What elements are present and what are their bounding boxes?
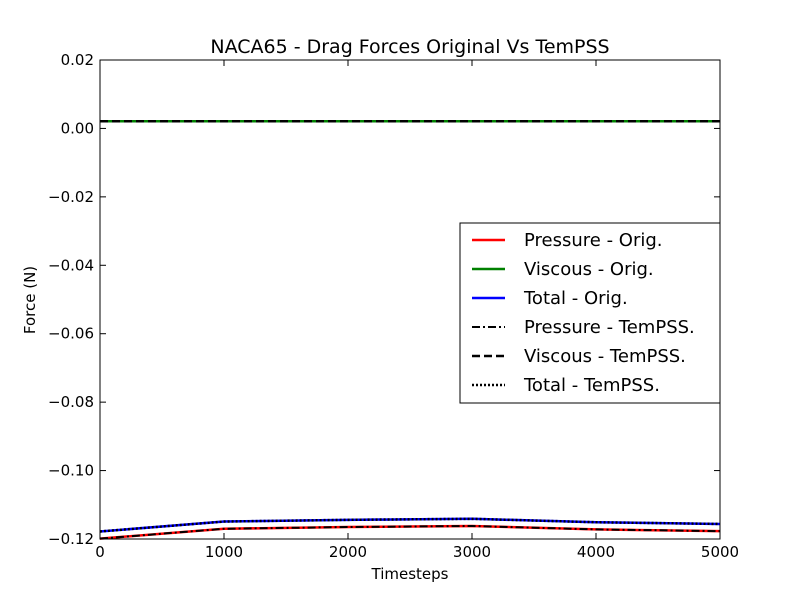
y-tick-label: 0.00 <box>61 119 94 137</box>
series-line-6 <box>99 517 721 533</box>
series-line-4 <box>99 524 721 540</box>
y-tick-label: −0.06 <box>48 325 94 343</box>
y-tick-label: −0.08 <box>48 393 94 411</box>
x-tick-label: 1000 <box>205 543 243 561</box>
legend-label-6: Total - TemPSS. <box>523 375 660 396</box>
y-tick-label: 0.02 <box>61 51 94 69</box>
y-tick-label: −0.10 <box>48 462 94 480</box>
x-tick-label: 3000 <box>453 543 491 561</box>
ticks-layer: 0 1000 2000 3000 4000 5000 0.02 0.00 −0.02 −0.04 −… <box>48 51 739 561</box>
x-tick-label: 4000 <box>577 543 615 561</box>
legend-label-2: Viscous - Orig. <box>524 259 654 280</box>
y-tick-label: −0.04 <box>48 256 94 274</box>
x-tick-label: 0 <box>95 543 105 561</box>
legend-box <box>459 222 721 404</box>
legend-label-5: Viscous - TemPSS. <box>524 346 686 367</box>
legend: Pressure - Orig. Viscous - Orig. Total - O… <box>459 222 721 404</box>
chart-title: NACA65 - Drag Forces Original Vs TemPSS <box>210 36 609 58</box>
legend-label-3: Total - Orig. <box>523 288 628 309</box>
y-tick-label: −0.12 <box>48 530 94 548</box>
x-axis-label: Timesteps <box>371 565 449 583</box>
legend-label-4: Pressure - TemPSS. <box>524 317 695 338</box>
y-tick-label: −0.02 <box>48 188 94 206</box>
legend-label-1: Pressure - Orig. <box>524 230 663 251</box>
y-axis-label: Force (N) <box>21 266 39 334</box>
x-tick-label: 5000 <box>701 543 739 561</box>
series-layer <box>99 119 721 540</box>
x-tick-label: 2000 <box>329 543 367 561</box>
